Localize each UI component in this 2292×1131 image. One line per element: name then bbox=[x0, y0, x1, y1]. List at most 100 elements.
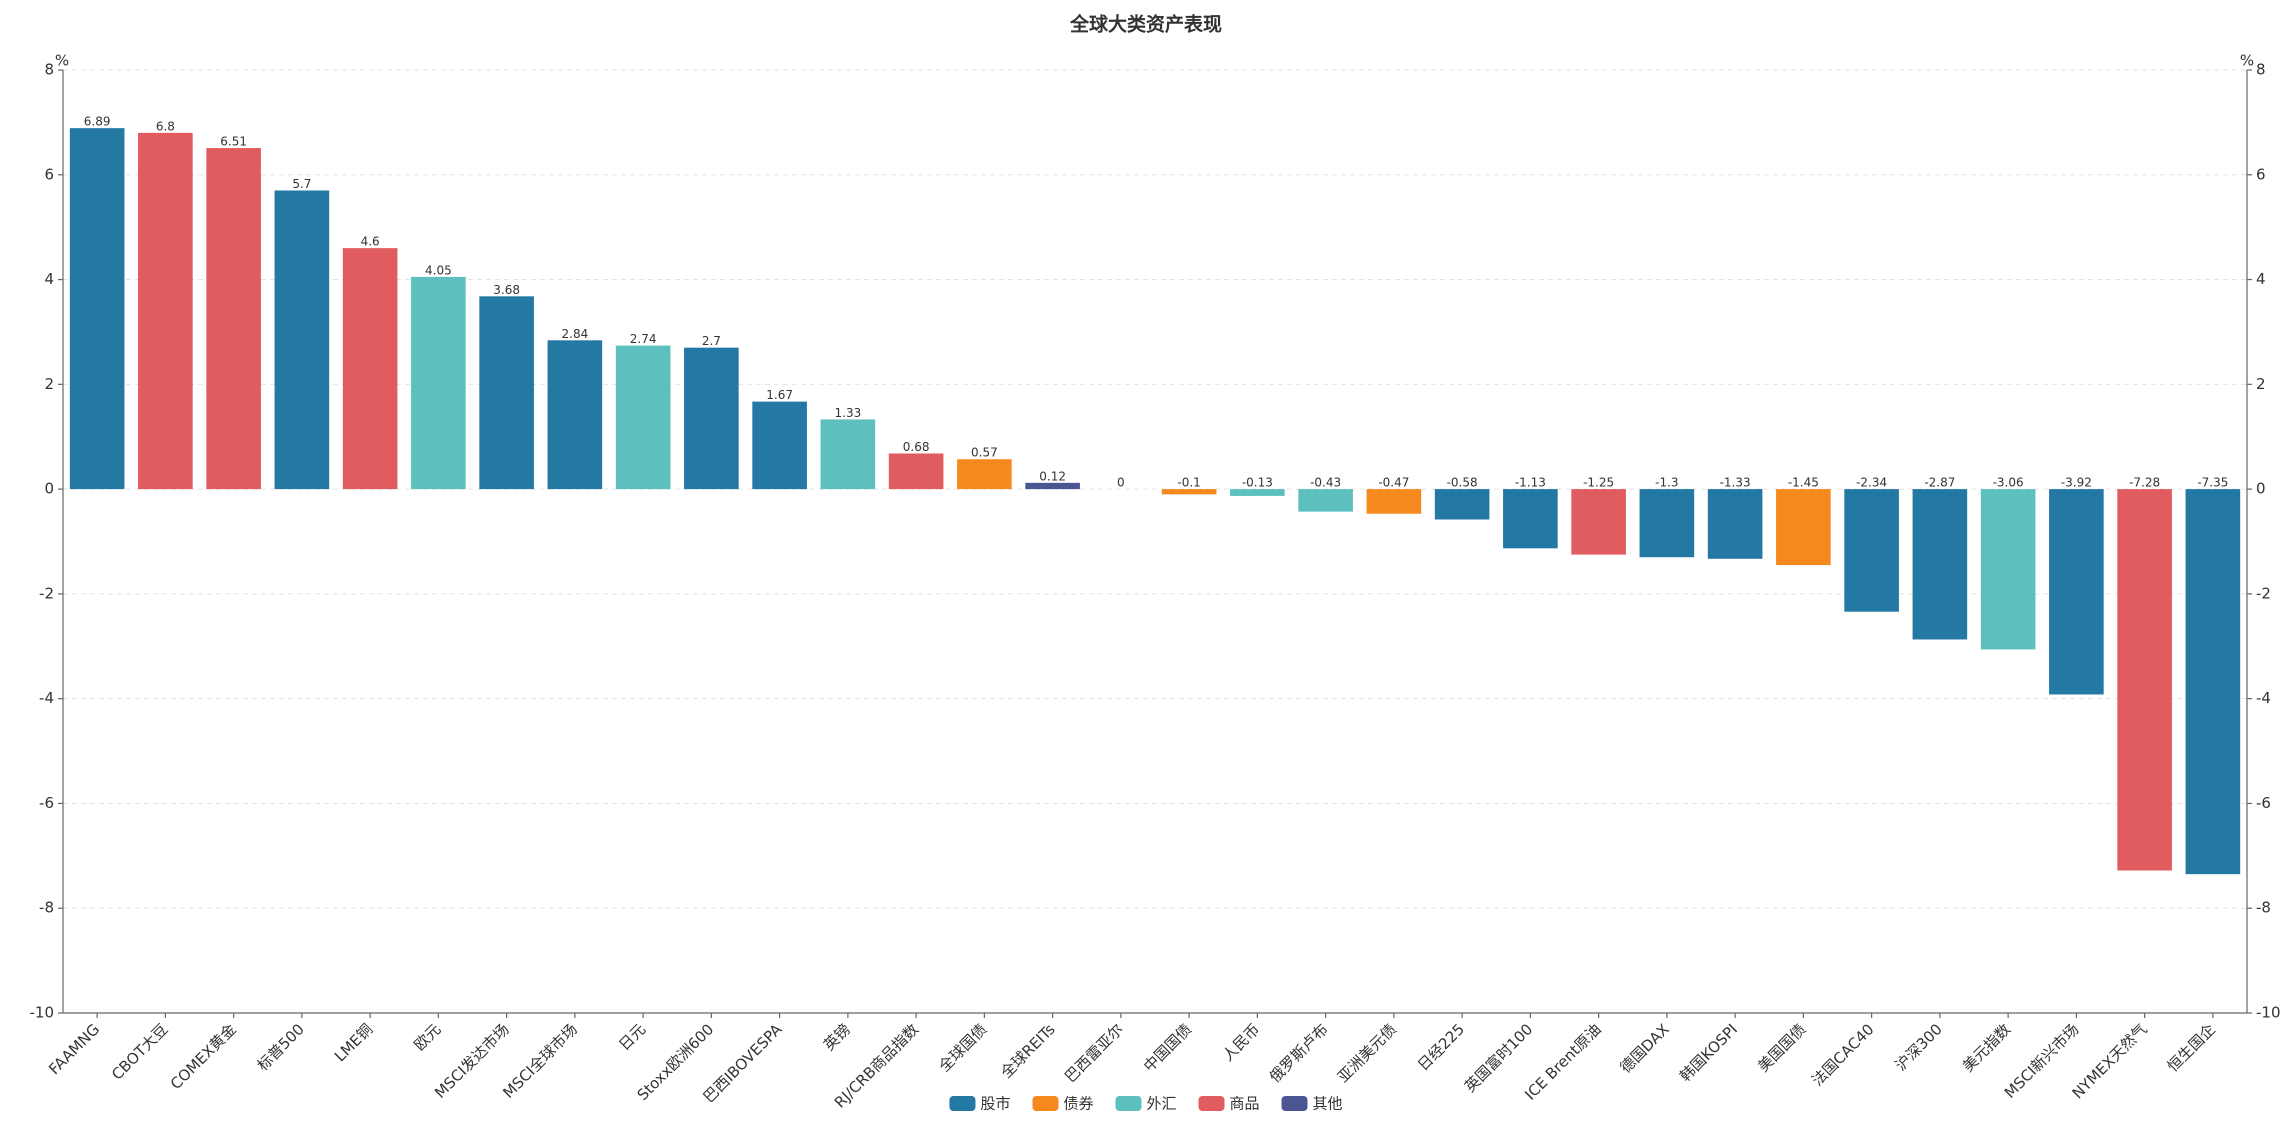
value-label: 4.6 bbox=[361, 235, 380, 249]
value-label: -3.06 bbox=[1993, 476, 2024, 490]
value-label: -0.47 bbox=[1378, 476, 1409, 490]
value-label: -2.34 bbox=[1856, 476, 1887, 490]
value-label: -1.3 bbox=[1655, 476, 1678, 490]
value-label: 0.68 bbox=[903, 440, 930, 454]
x-tick-label: 美元指数 bbox=[1959, 1020, 2014, 1075]
bar bbox=[69, 128, 125, 490]
value-label: -1.25 bbox=[1583, 476, 1614, 490]
x-tick-label: 中国国债 bbox=[1140, 1020, 1195, 1075]
y2-tick-label: 6 bbox=[2256, 165, 2266, 183]
value-label: 6.89 bbox=[84, 115, 111, 129]
legend-swatch bbox=[1198, 1096, 1225, 1111]
legend-label: 外汇 bbox=[1146, 1095, 1176, 1113]
x-tick-label: 巴西雷亚尔 bbox=[1061, 1020, 1127, 1086]
x-tick-label: 亚洲美元债 bbox=[1334, 1020, 1400, 1086]
bar bbox=[479, 296, 534, 490]
value-label: 5.7 bbox=[292, 177, 311, 191]
x-tick-label: 英国富时100 bbox=[1461, 1020, 1536, 1095]
y2-tick-label: 8 bbox=[2256, 61, 2266, 79]
x-tick-label: 标普500 bbox=[254, 1020, 308, 1074]
value-label: -3.92 bbox=[2061, 476, 2092, 490]
x-tick-label: COMEX黄金 bbox=[167, 1020, 240, 1093]
y2-tick-label: 2 bbox=[2256, 375, 2266, 393]
y2-tick-label: 4 bbox=[2256, 270, 2266, 288]
x-tick-label: LME铜 bbox=[331, 1020, 376, 1065]
value-label: 4.05 bbox=[425, 263, 452, 277]
bar bbox=[1707, 489, 1763, 559]
x-tick-label: 英镑 bbox=[820, 1020, 854, 1054]
y-tick-label: 8 bbox=[44, 61, 54, 79]
bar bbox=[138, 132, 193, 490]
bar bbox=[1503, 489, 1558, 549]
y-tick-label: 4 bbox=[44, 270, 54, 288]
value-label: -0.1 bbox=[1177, 476, 1200, 490]
bar bbox=[684, 347, 739, 490]
y-tick-label: 2 bbox=[44, 375, 54, 393]
y-tick-label: -4 bbox=[39, 689, 54, 707]
y-axis-label: % bbox=[55, 52, 69, 70]
bar bbox=[888, 453, 944, 490]
y2-tick-label: -2 bbox=[2256, 584, 2271, 602]
chart-title: 全球大类资产表现 bbox=[1069, 13, 1222, 36]
bar bbox=[2185, 489, 2241, 875]
x-tick-label: 欧元 bbox=[410, 1020, 444, 1054]
bar bbox=[274, 190, 330, 490]
bar bbox=[752, 401, 807, 490]
bar bbox=[1844, 489, 1899, 612]
legend-label: 债券 bbox=[1063, 1095, 1093, 1113]
bar bbox=[1571, 489, 1626, 555]
bar bbox=[1434, 489, 1490, 520]
y-tick-label: -6 bbox=[39, 794, 54, 812]
x-tick-label: 俄罗斯卢布 bbox=[1266, 1020, 1332, 1086]
bar bbox=[957, 459, 1012, 490]
bar bbox=[1298, 489, 1353, 512]
bar bbox=[547, 340, 603, 490]
y2-tick-label: -4 bbox=[2256, 689, 2271, 707]
legend: 股市 债券 外汇 商品 其他 bbox=[949, 1095, 1343, 1113]
x-tick-label: 全球国债 bbox=[935, 1020, 990, 1075]
x-tick-label: 法国CAC40 bbox=[1808, 1020, 1877, 1089]
value-label: -0.43 bbox=[1310, 476, 1341, 490]
value-label: 2.74 bbox=[630, 332, 657, 346]
value-label: -1.45 bbox=[1788, 476, 1819, 490]
legend-swatch bbox=[1281, 1096, 1308, 1111]
value-label: 1.67 bbox=[766, 388, 793, 402]
bar bbox=[411, 276, 466, 490]
value-label: 2.84 bbox=[562, 327, 589, 341]
x-tick-label: CBOT大豆 bbox=[108, 1020, 171, 1083]
bar bbox=[1230, 489, 1285, 496]
value-label: 6.8 bbox=[156, 119, 175, 133]
legend-label: 商品 bbox=[1230, 1095, 1260, 1113]
value-label: -2.87 bbox=[1924, 476, 1955, 490]
x-tick-label: 韩国KOSPI bbox=[1676, 1020, 1741, 1085]
bar bbox=[1639, 489, 1695, 558]
y2-axis-label: % bbox=[2240, 52, 2254, 70]
x-tick-label: 日经225 bbox=[1414, 1020, 1468, 1074]
legend-swatch bbox=[1032, 1096, 1059, 1111]
bar bbox=[1161, 489, 1217, 495]
y-tick-label: -2 bbox=[39, 584, 54, 602]
value-label: 0.12 bbox=[1039, 469, 1066, 483]
value-label: -1.13 bbox=[1515, 476, 1546, 490]
value-label: 1.33 bbox=[835, 406, 862, 420]
x-tick-label: FAAMNG bbox=[45, 1020, 103, 1078]
value-label: -7.35 bbox=[2197, 476, 2228, 490]
y2-tick-label: 0 bbox=[2256, 480, 2266, 498]
value-label: -1.33 bbox=[1720, 476, 1751, 490]
y2-tick-label: -8 bbox=[2256, 899, 2271, 917]
y-tick-label: -10 bbox=[30, 1004, 55, 1022]
value-label: 0.57 bbox=[971, 446, 998, 460]
bar bbox=[1025, 482, 1080, 490]
legend-label: 股市 bbox=[980, 1095, 1010, 1113]
value-label: -0.58 bbox=[1447, 476, 1478, 490]
bar bbox=[2049, 489, 2104, 695]
legend-swatch bbox=[1115, 1096, 1142, 1111]
bar bbox=[1776, 489, 1831, 566]
x-tick-label: 人民币 bbox=[1219, 1020, 1264, 1065]
value-label: 6.51 bbox=[220, 135, 247, 149]
bar bbox=[1980, 489, 2036, 650]
value-label: -0.13 bbox=[1242, 476, 1273, 490]
value-label: 2.7 bbox=[702, 334, 721, 348]
bar bbox=[2117, 489, 2172, 871]
